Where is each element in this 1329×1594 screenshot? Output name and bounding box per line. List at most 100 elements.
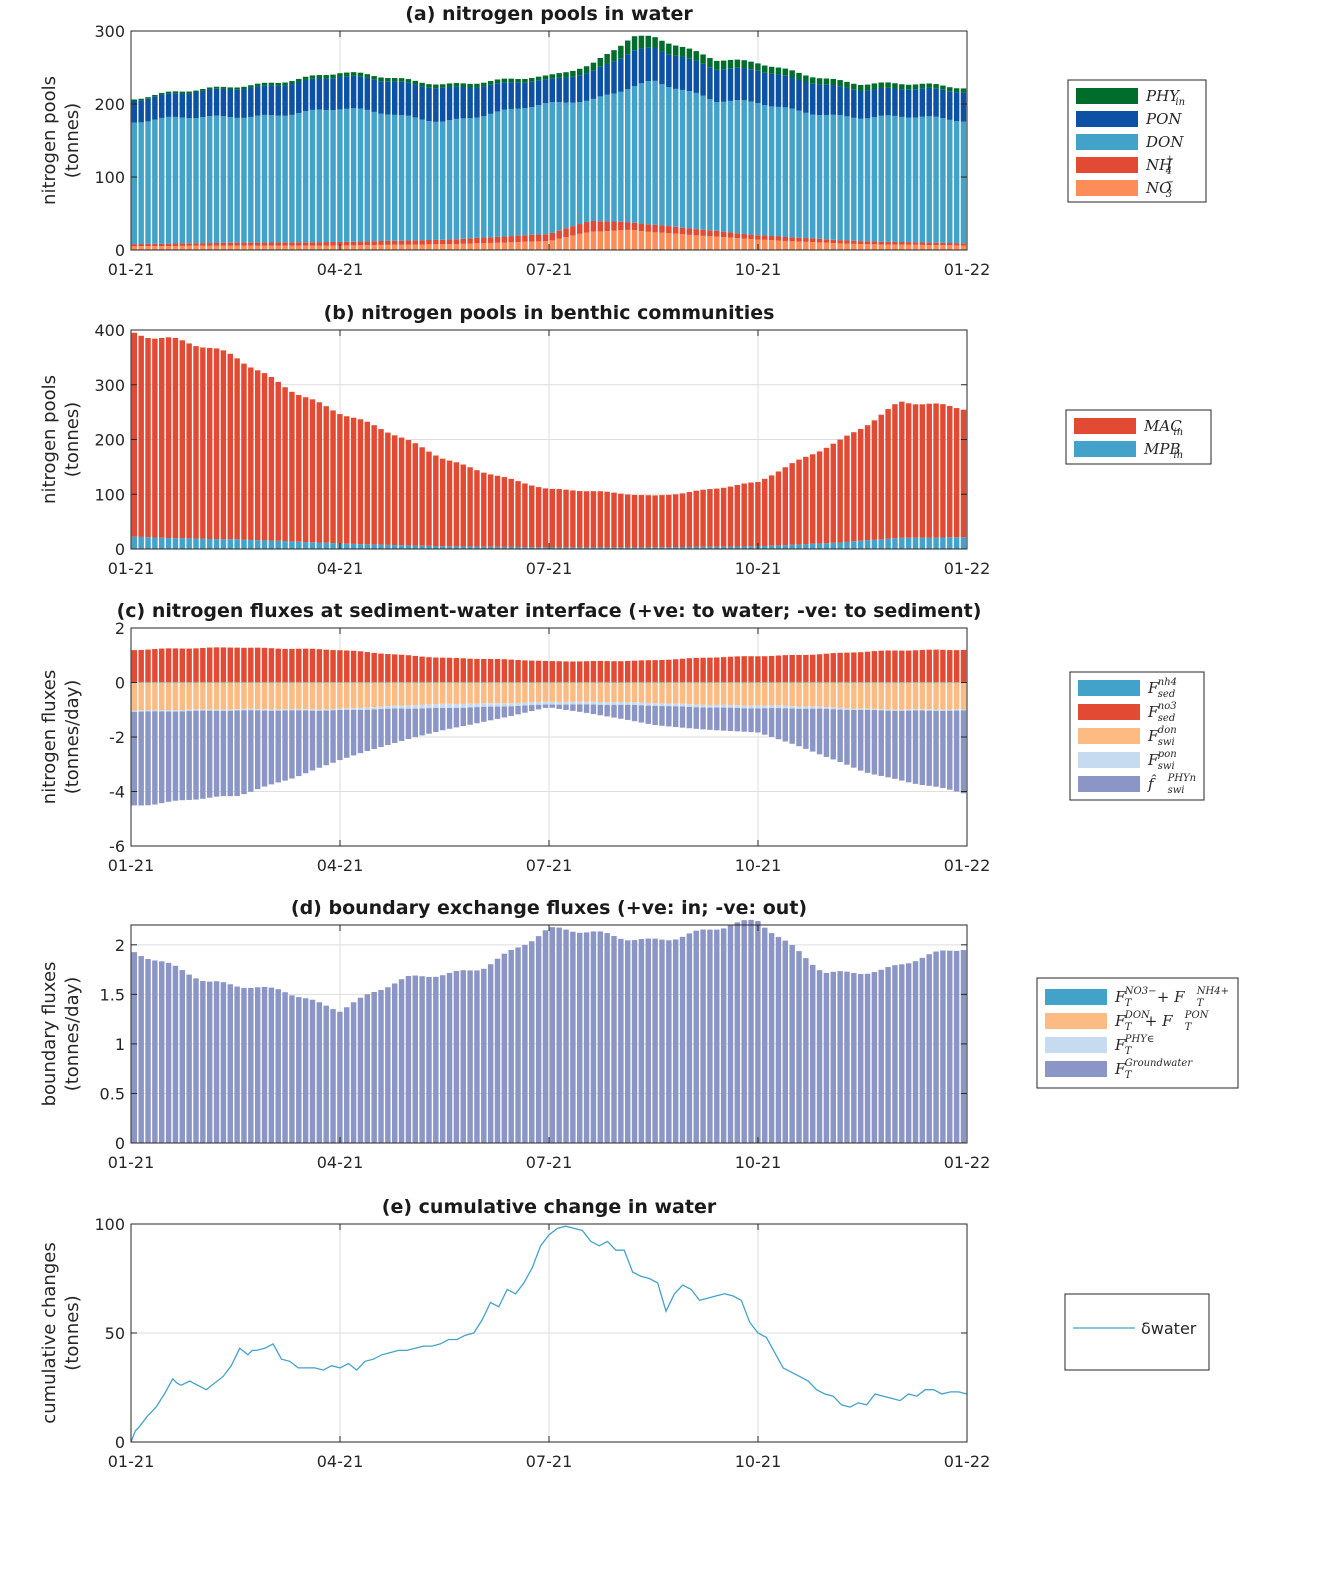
bar-no3- [933, 245, 939, 250]
bar-phyin [762, 65, 768, 73]
bar-f-sed-nh4 [316, 681, 323, 683]
bar-no3- [542, 241, 549, 250]
bar-macin [947, 405, 953, 538]
bar-nh4- [152, 243, 158, 247]
bar-pon [563, 77, 569, 103]
bar-f-swi-pon [165, 710, 172, 712]
bar-macin [720, 487, 727, 547]
bar-no3- [357, 245, 364, 250]
bar-f-swi-phyn [227, 710, 233, 797]
bar-don [337, 109, 343, 242]
bar-no3- [515, 242, 521, 250]
bar-f-swi-don [213, 682, 220, 710]
bar-f-swi-phyn [508, 706, 514, 716]
bar-no3- [508, 242, 514, 250]
bar-macin [446, 460, 453, 547]
bar-phyin [248, 85, 254, 88]
bar-mpbin [947, 537, 953, 549]
bar-f-swi-phyn [700, 707, 706, 730]
bar-macin [508, 478, 514, 547]
bar-pon [487, 84, 494, 114]
bar-phyin [426, 84, 432, 88]
bar-mpbin [350, 543, 357, 549]
bar-f-sed-nh4 [330, 681, 336, 683]
bar-phyin [309, 75, 316, 79]
bar-phyin [947, 87, 953, 92]
bar-don [138, 122, 144, 244]
bar-phyin [556, 73, 562, 78]
bar-f-swi-phyn [282, 710, 288, 781]
bar-f-swi-pon [529, 702, 535, 706]
x-tick-label: 01-21 [108, 1153, 155, 1172]
bar-nh4- [570, 226, 576, 236]
bar-mpbin [248, 539, 254, 549]
bar-macin [357, 419, 364, 545]
bar-don [433, 121, 439, 240]
panel-d-boundary-fluxes: (d) boundary exchange fluxes (+ve: in; -… [39, 897, 1239, 1172]
bar-f-swi-phyn [727, 707, 734, 732]
legend-label-sup: DON [1124, 1010, 1151, 1021]
bar-f-swi-pon [947, 709, 953, 711]
bar-macin [899, 401, 905, 538]
legend-swatch [1076, 88, 1138, 104]
bar-mpbin [179, 538, 186, 549]
bar-pon [960, 92, 967, 122]
bar-pon [529, 81, 535, 108]
bar-macin [830, 443, 837, 543]
bar-f-sed-nh4 [179, 681, 186, 683]
bar-f-swi-don [316, 682, 323, 710]
bar-don [652, 80, 658, 225]
bar-no3- [837, 243, 843, 250]
bar-f-swi-phyn [933, 710, 939, 787]
bar-f-t-groundwater [885, 967, 891, 1143]
panel-title: (c) nitrogen fluxes at sediment-water in… [117, 600, 982, 622]
bar-f-swi-phyn [816, 708, 823, 755]
bar-f-swi-don [803, 682, 809, 707]
bar-f-t-groundwater [960, 949, 967, 1143]
bar-f-swi-pon [652, 703, 658, 706]
bar-f-swi-don [412, 682, 419, 706]
bar-pon [720, 69, 727, 102]
bar-f-swi-phyn [912, 710, 919, 784]
bar-f-t-groundwater [522, 944, 528, 1143]
bar-f-swi-phyn [857, 709, 864, 771]
bar-f-sed-no3 [878, 650, 884, 682]
bar-phyin [624, 40, 631, 55]
bar-f-sed-no3 [179, 648, 186, 682]
bar-don [734, 100, 741, 234]
bar-nh4- [755, 235, 761, 240]
bar-f-sed-nh4 [809, 681, 816, 683]
bar-f-swi-pon [309, 709, 316, 711]
bar-phyin [899, 84, 905, 90]
bar-macin [145, 338, 151, 538]
bar-f-swi-phyn [446, 707, 453, 729]
legend-swatch [1076, 111, 1138, 127]
y-axis-label: nitrogen fluxes [39, 670, 60, 804]
bar-don [556, 102, 562, 231]
bar-f-swi-pon [213, 709, 220, 711]
bar-f-sed-no3 [666, 659, 672, 682]
bar-f-swi-don [919, 682, 926, 710]
bar-no3- [857, 244, 864, 250]
bar-f-t-groundwater [611, 935, 617, 1143]
bar-pon [165, 93, 172, 117]
bar-f-t-groundwater [816, 970, 823, 1143]
bar-f-sed-no3 [350, 650, 357, 682]
bar-f-swi-don [494, 682, 501, 704]
bar-pon [275, 85, 281, 116]
bar-f-sed-no3 [357, 651, 364, 682]
bar-nh4- [131, 244, 138, 247]
bar-f-sed-no3 [385, 654, 391, 682]
bar-macin [727, 486, 734, 547]
bar-don [460, 118, 466, 239]
bar-f-swi-don [165, 682, 172, 711]
bar-pon [549, 78, 556, 103]
bar-no3- [385, 244, 391, 250]
bar-f-swi-phyn [679, 706, 686, 728]
bar-mpbin [501, 546, 508, 549]
bar-f-swi-pon [659, 703, 665, 707]
bar-f-sed-no3 [851, 652, 857, 682]
bar-macin [350, 417, 357, 544]
bar-don [611, 93, 617, 222]
bar-f-t-groundwater [577, 932, 583, 1143]
